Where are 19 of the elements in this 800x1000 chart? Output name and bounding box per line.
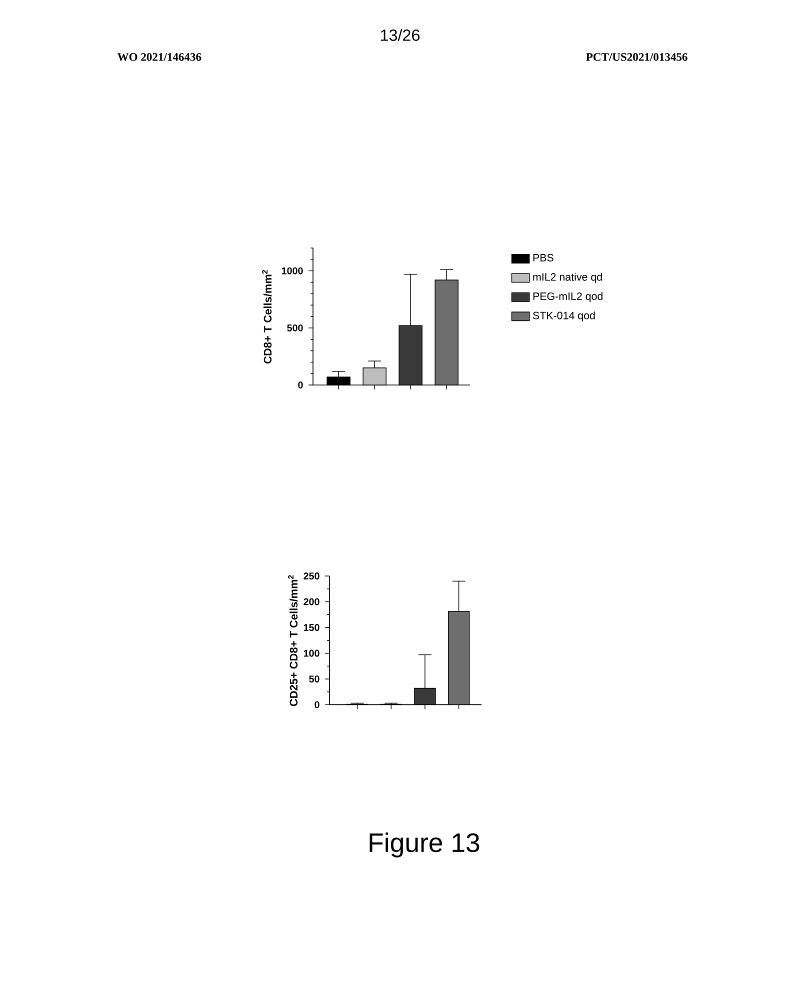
legend-label: PEG-mIL2 qod xyxy=(533,292,602,302)
y-tick-label: 0 xyxy=(314,701,320,708)
y-tick-label: 100 xyxy=(304,650,320,657)
text: WO 2021/146436 xyxy=(117,53,202,61)
caption: Figure 13 xyxy=(370,832,480,858)
y-axis-title: CD8+ T Cells/mm$^{2}$ xyxy=(262,270,272,364)
y-tick-label: 250 xyxy=(304,572,320,580)
y-tick-label: 200 xyxy=(304,598,320,606)
y-axis-title: CD25+ CD8+ T Cells/mm$^{2}$ xyxy=(288,575,298,706)
y-tick-label: 1000 xyxy=(282,267,303,274)
legend-label: mIL2 native qd xyxy=(533,272,602,283)
y-tick-label: 50 xyxy=(309,676,320,682)
text: 13/26 xyxy=(381,29,420,41)
y-tick-label: 500 xyxy=(287,324,303,332)
legend-label: STK-014 qod xyxy=(532,311,595,322)
y-tick-label: 150 xyxy=(304,624,320,631)
text: PCT/US2021/013456 xyxy=(586,53,688,61)
y-tick-label: 0 xyxy=(298,382,303,388)
legend-label: PBS xyxy=(533,254,554,262)
